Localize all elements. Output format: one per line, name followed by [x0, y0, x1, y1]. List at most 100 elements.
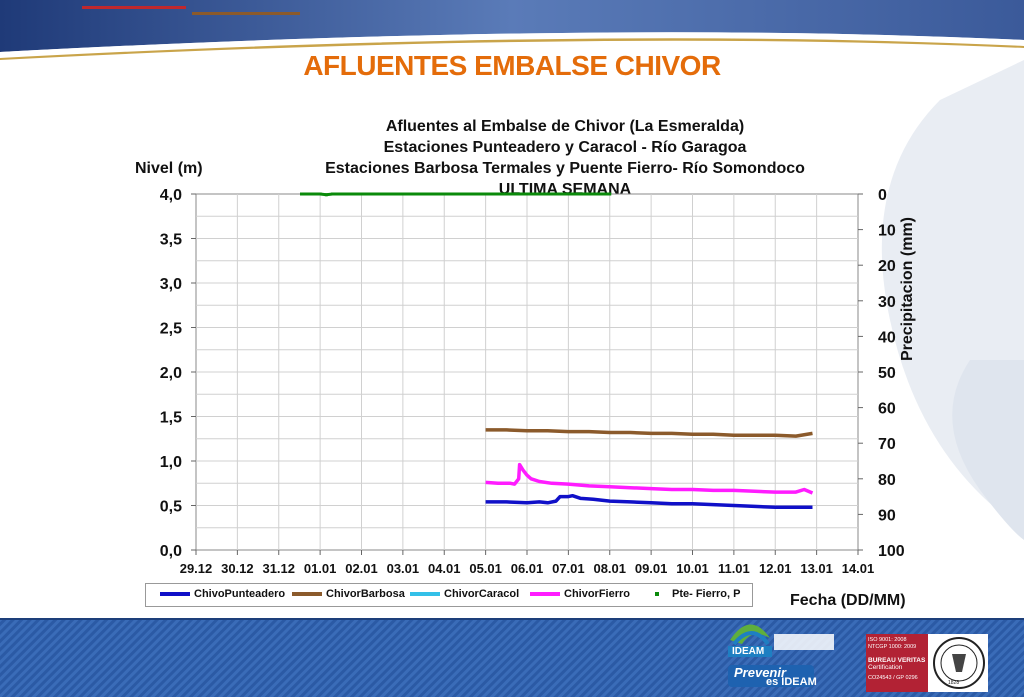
chart-title: Afluentes al Embalse de Chivor (La Esmer… [300, 116, 830, 200]
cert-line-2: NTCGP 1000: 2009 [868, 644, 917, 650]
watermark-graphic [881, 60, 1024, 540]
precip-point [554, 192, 558, 196]
x-tick-label: 05.01 [469, 561, 502, 576]
legend-swatch-barbosa [292, 592, 322, 596]
precip-point [492, 192, 496, 196]
precip-point [368, 192, 372, 196]
ideam-logo: IDEAM Prevenir es IDEAM [720, 610, 840, 694]
cert-line-4: Certification [868, 664, 903, 671]
precip-point [513, 192, 517, 196]
legend-swatch-fierro [530, 592, 560, 596]
cert-line-1: ISO 9001: 2008 [868, 637, 907, 643]
x-tick-label: 31.12 [262, 561, 295, 576]
precip-point [310, 192, 314, 196]
x-tick-label: 30.12 [221, 561, 254, 576]
x-tick-label: 02.01 [345, 561, 378, 576]
precip-point [388, 192, 392, 196]
precip-point [318, 192, 322, 196]
y-tick-label: 0,0 [160, 543, 182, 560]
x-tick-label: 11.01 [718, 561, 750, 576]
cert-seal-year: 1828 [948, 680, 960, 686]
cert-line-5: CO24543 / GP 0296 [868, 675, 918, 681]
y2-tick-label: 60 [878, 401, 896, 418]
legend-item-punteadero: ChivoPunteadero [160, 588, 285, 600]
series-line-chivorfierro [485, 462, 814, 495]
legend-item-pte-fierro-p: Pte- Fierro, P [642, 588, 740, 600]
legend-swatch-caracol [410, 592, 440, 596]
legend-label-caracol: ChivorCaracol [444, 588, 520, 600]
precip-point [324, 193, 328, 197]
y2-tick-label: 20 [878, 258, 896, 275]
cert-line-3: BUREAU VERITAS [868, 657, 926, 664]
precip-point [471, 192, 475, 196]
legend-swatch-punteadero [160, 592, 190, 596]
slide-title: AFLUENTES EMBALSE CHIVOR [303, 50, 721, 81]
precip-point [304, 192, 308, 196]
y2-tick-label: 70 [878, 436, 896, 453]
x-tick-label: 03.01 [387, 561, 420, 576]
y-axis-label: Nivel (m) [135, 160, 203, 177]
precip-point [608, 192, 612, 196]
certification-text: ISO 9001: 2008 NTCGP 1000: 2009 BUREAU V… [866, 634, 928, 692]
x-tick-label: 08.01 [593, 561, 626, 576]
chart-legend: ChivoPunteadero ChivorBarbosa ChivorCara… [145, 583, 753, 607]
x-tick-label: 14.01 [842, 561, 875, 576]
precip-point [451, 192, 455, 196]
chart-title-line-1: Afluentes al Embalse de Chivor (La Esmer… [385, 118, 745, 135]
y2-tick-label: 0 [878, 187, 887, 204]
y-tick-label: 2,5 [160, 321, 182, 338]
ideam-name: IDEAM [732, 646, 765, 657]
bureau-veritas-seal-icon [933, 637, 985, 689]
legend-item-fierro: ChivorFierro [530, 588, 630, 600]
precip-point [300, 192, 304, 196]
x-tick-label: 12.01 [759, 561, 792, 576]
y2-tick-label: 90 [878, 507, 896, 524]
series-line-chivopunteadero [485, 493, 813, 510]
precip-point [347, 192, 351, 196]
y2-tick-label: 40 [878, 329, 896, 346]
precip-point [595, 192, 599, 196]
x-tick-label: 04.01 [428, 561, 461, 576]
y-tick-label: 3,5 [160, 232, 182, 249]
ideam-caption-1: Prevenir [734, 665, 787, 680]
y2-tick-label: 50 [878, 365, 896, 382]
y-tick-label: 1,5 [160, 410, 182, 427]
ideam-caption-2: es IDEAM [766, 676, 817, 688]
certification-logo: ISO 9001: 2008 NTCGP 1000: 2009 BUREAU V… [866, 634, 988, 692]
precip-point [533, 192, 537, 196]
y2-tick-label: 100 [878, 543, 905, 560]
legend-label-fierro: ChivorFierro [564, 588, 631, 600]
footer-band [0, 618, 1024, 697]
series-line-chivorbarbosa [485, 428, 813, 438]
chart-title-line-2: Estaciones Punteadero y Caracol - Río Ga… [383, 139, 747, 156]
y-tick-label: 3,0 [160, 276, 182, 293]
x-tick-label: 10.01 [676, 561, 709, 576]
ideam-emblem-icon [728, 624, 834, 687]
y-tick-label: 2,0 [160, 365, 182, 382]
x-tick-label: 09.01 [635, 561, 668, 576]
x-tick-label: 13.01 [800, 561, 833, 576]
precip-point [430, 192, 434, 196]
legend-label-punteadero: ChivoPunteadero [194, 588, 286, 600]
legend-item-barbosa: ChivorBarbosa [292, 588, 405, 600]
x-tick-label: 07.01 [552, 561, 585, 576]
legend-label-barbosa: ChivorBarbosa [326, 588, 405, 600]
y-tick-label: 0,5 [160, 499, 182, 516]
header-band [0, 0, 1024, 60]
precip-point [575, 192, 579, 196]
y-tick-label: 1,0 [160, 454, 182, 471]
x-axis-label: Fecha (DD/MM) [790, 592, 906, 609]
y2-tick-label: 80 [878, 472, 896, 489]
precip-point [409, 192, 413, 196]
y-tick-label: 4,0 [160, 187, 182, 204]
x-tick-label: 06.01 [511, 561, 544, 576]
x-tick-label: 01.01 [304, 561, 337, 576]
chart-title-line-3: Estaciones Barbosa Termales y Puente Fie… [325, 160, 805, 177]
y2-tick-label: 10 [878, 223, 896, 240]
x-tick-label: 29.12 [180, 561, 213, 576]
legend-label-pte-fierro-p: Pte- Fierro, P [672, 588, 741, 600]
legend-swatch-pte-fierro-p [655, 592, 659, 596]
legend-item-caracol: ChivorCaracol [410, 588, 519, 600]
y2-tick-label: 30 [878, 294, 896, 311]
